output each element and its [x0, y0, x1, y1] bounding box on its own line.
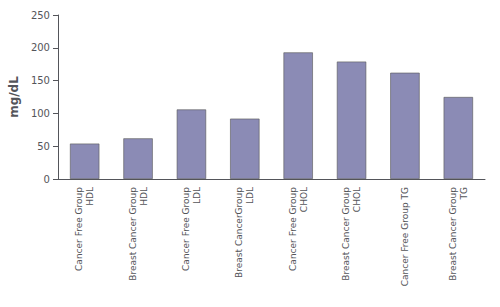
- svg-text:150: 150: [31, 75, 50, 86]
- svg-text:Breast Cancer Group: Breast Cancer Group: [448, 187, 458, 281]
- svg-text:CHOL: CHOL: [352, 187, 362, 212]
- svg-text:mg/dL: mg/dL: [7, 76, 21, 118]
- svg-text:50: 50: [37, 141, 50, 152]
- svg-text:Cancer Free Group: Cancer Free Group: [74, 187, 84, 271]
- svg-text:Cancer Free Group TG: Cancer Free Group TG: [400, 187, 410, 286]
- svg-text:LDL: LDL: [245, 187, 255, 204]
- svg-text:Breast Cancer Group: Breast Cancer Group: [341, 187, 351, 281]
- svg-text:250: 250: [31, 10, 50, 21]
- svg-text:0: 0: [44, 174, 50, 185]
- svg-text:TG: TG: [459, 187, 469, 200]
- svg-text:Cancer Free Group: Cancer Free Group: [288, 187, 298, 271]
- svg-text:100: 100: [31, 108, 50, 119]
- svg-text:CHOL: CHOL: [299, 187, 309, 212]
- svg-text:HDL: HDL: [139, 187, 149, 206]
- svg-text:HDL: HDL: [85, 187, 95, 206]
- svg-text:LDL: LDL: [192, 187, 202, 204]
- svg-text:Breast Cancer Group: Breast Cancer Group: [128, 187, 138, 281]
- svg-text:Cancer Free Group: Cancer Free Group: [181, 187, 191, 271]
- svg-text:Breast CancerGroup: Breast CancerGroup: [234, 187, 244, 278]
- svg-text:200: 200: [31, 42, 50, 53]
